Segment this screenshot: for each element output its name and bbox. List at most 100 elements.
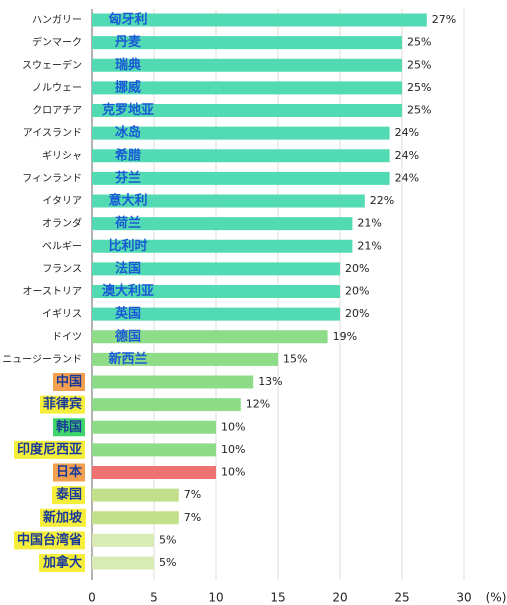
bar	[92, 126, 390, 140]
bar	[92, 149, 390, 163]
category-label: ギリシャ	[42, 150, 82, 162]
overlay-label: 韩国	[56, 419, 82, 435]
value-label: 24%	[395, 149, 419, 162]
value-label: 25%	[407, 58, 431, 71]
x-unit: (%)	[486, 591, 507, 605]
category-label: フィンランド	[22, 172, 82, 184]
bar	[92, 398, 241, 412]
bar	[92, 443, 216, 457]
x-tick-label: 30	[456, 591, 471, 605]
overlay-label: 意大利	[108, 193, 147, 209]
overlay-label: 冰岛	[115, 125, 141, 141]
overlay-label: 荷兰	[114, 215, 141, 231]
category-label: スウェーデン	[22, 58, 82, 71]
category-label: ドイツ	[52, 332, 82, 343]
value-label: 13%	[258, 375, 282, 388]
overlay-label: 克罗地亚	[102, 102, 154, 118]
value-label: 25%	[407, 81, 431, 94]
category-label: オランダ	[42, 217, 82, 230]
value-label: 20%	[345, 307, 369, 320]
value-label: 12%	[246, 398, 270, 411]
overlay-label: 菲律宾	[43, 396, 82, 412]
bar	[92, 58, 402, 72]
x-tick-label: 5	[150, 591, 158, 605]
bar	[92, 556, 154, 570]
bar	[92, 104, 402, 117]
overlay-label: 中国	[56, 374, 82, 390]
bar	[92, 466, 216, 479]
overlay-background	[39, 508, 86, 527]
category-label: フランス	[42, 263, 82, 275]
overlay-label: 瑞典	[115, 57, 141, 73]
value-label: 19%	[333, 330, 357, 343]
overlay-background	[52, 463, 85, 482]
overlay-background	[52, 418, 85, 437]
value-label: 21%	[357, 217, 381, 230]
category-label: ベルギー	[42, 240, 82, 252]
value-label: 10%	[221, 443, 245, 456]
value-label: 7%	[184, 511, 201, 524]
bar	[92, 488, 179, 502]
overlay-label: 德国	[115, 328, 141, 344]
overlay-label: 加拿大	[42, 555, 82, 571]
bar	[92, 194, 365, 208]
category-label: オーストリア	[23, 286, 83, 298]
value-label: 20%	[345, 262, 369, 275]
overlay-label: 中国台湾省	[17, 532, 82, 548]
overlay-label: 英国	[114, 306, 141, 322]
bar	[92, 81, 402, 95]
overlay-label: 印度尼西亚	[17, 441, 82, 457]
bar	[92, 375, 254, 389]
value-label: 21%	[357, 239, 381, 252]
x-tick-label: 25	[394, 591, 409, 605]
bar	[92, 330, 328, 344]
overlay-label: 希腊	[115, 147, 141, 163]
x-tick-label: 20	[332, 591, 347, 605]
value-label: 7%	[184, 488, 201, 501]
bar	[92, 533, 154, 547]
value-label: 24%	[395, 126, 419, 139]
bar	[92, 307, 340, 321]
overlay-label: 比利时	[108, 238, 147, 254]
value-label: 22%	[370, 194, 394, 207]
overlay-label: 新加坡	[43, 509, 83, 525]
category-label: クロアチア	[32, 105, 82, 117]
category-label: ハンガリー	[32, 14, 82, 26]
bar	[92, 239, 353, 253]
overlay-background	[38, 554, 85, 572]
overlay-label: 澳大利亚	[102, 283, 154, 299]
overlay-label: 法国	[115, 260, 141, 276]
bar	[92, 36, 402, 50]
value-label: 10%	[221, 420, 245, 433]
bar	[92, 511, 179, 525]
x-tick-label: 10	[208, 591, 223, 605]
value-label: 5%	[159, 533, 176, 546]
overlay-background	[39, 395, 85, 414]
value-label: 25%	[407, 104, 431, 117]
overlay-background	[51, 486, 85, 505]
category-label: ニュージーランド	[2, 353, 82, 365]
overlay-label: 芬兰	[114, 170, 141, 186]
category-label: デンマーク	[32, 36, 82, 49]
category-label: イギリス	[42, 308, 82, 320]
category-label: アイスランド	[23, 127, 82, 139]
bar	[92, 285, 340, 298]
overlay-label: 丹麦	[115, 34, 142, 50]
overlay-background	[52, 373, 85, 391]
overlay-label: 新西兰	[108, 351, 147, 367]
value-label: 25%	[407, 36, 431, 49]
value-label: 10%	[221, 466, 245, 479]
value-label: 27%	[432, 13, 456, 26]
bar	[92, 217, 353, 231]
overlay-background	[13, 531, 85, 550]
overlay-label: 日本	[56, 464, 82, 480]
x-tick-label: 0	[88, 591, 96, 605]
value-label: 15%	[283, 352, 307, 365]
category-label: ノルウェー	[32, 82, 82, 94]
overlay-label: 挪威	[115, 79, 141, 95]
bar	[92, 262, 340, 276]
category-label: イタリア	[42, 195, 82, 207]
value-label: 24%	[395, 171, 419, 184]
